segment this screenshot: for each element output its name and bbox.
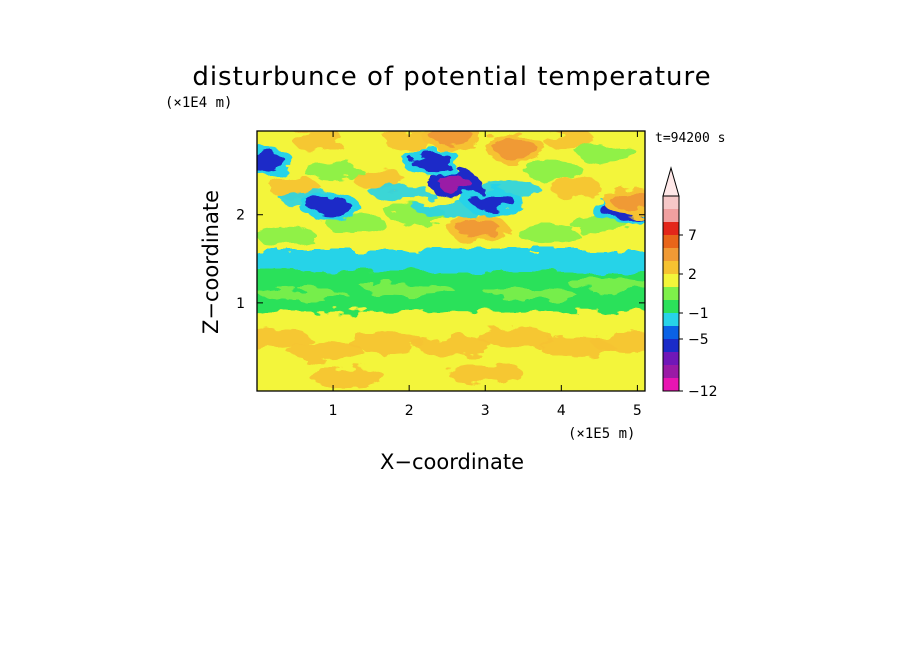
anomaly-2 [470,192,515,211]
green-patch-2 [485,288,576,301]
anomaly-3 [257,152,287,171]
x-tick-label-2: 2 [405,403,414,419]
colorbar-swatch-7 [663,287,679,300]
colorbar-swatch-3 [663,339,679,352]
colorbar-label-0: 7 [688,228,697,244]
colorbar-swatch-4 [663,326,679,339]
x-axis-label: X−coordinate [380,450,524,474]
warm-patch-3 [416,336,493,357]
upper-green-7 [576,144,637,163]
colorbar-swatch-10 [663,248,679,261]
colorbar-label-3: −5 [688,332,709,348]
colorbar-swatch-12 [663,222,679,235]
x-tick-label-1: 1 [329,403,338,419]
x-unit-label: (×1E5 m) [568,426,635,442]
y-axis-label: Z−coordinate [199,190,223,334]
colorbar-label-4: −12 [688,384,718,400]
upper-orange-2 [550,178,603,199]
upper-green-1 [325,214,386,233]
axis-ticks: 1 2 3 4 5 1 2 [236,131,645,419]
colorbar-swatch-1 [663,365,679,378]
time-label: t=94200 s [655,131,725,146]
colorbar-label-2: −1 [688,306,709,322]
plot-frame [256,130,646,392]
anomaly-4 [307,196,352,215]
colorbar-swatch-9 [663,261,679,274]
field-band-2 [257,249,645,273]
warm-patch-0 [257,328,311,349]
colorbar-swatch-11 [663,235,679,248]
chart-title: disturbunce of potential temperature [192,62,711,92]
upper-green-5 [303,161,364,180]
green-patch-1 [364,283,455,296]
colorbar: 7 2 −1 −5 −12 [662,166,718,400]
anomaly-0 [438,174,471,193]
warm-patch-2 [348,332,425,353]
x-tick-label-5: 5 [633,403,642,419]
colorbar-swatch-13 [663,209,679,222]
y-tick-label-1: 1 [236,296,245,312]
y-unit-label: (×1E4 m) [165,95,232,111]
warm-patch-1 [287,341,364,362]
colorbar-swatch-6 [663,300,679,313]
green-patch-0 [257,288,348,301]
upper-cyan-3 [369,185,434,200]
upper-orange-5 [542,131,595,150]
anomaly-7 [429,131,473,145]
colorbar-swatch-0 [663,378,679,391]
upper-green-6 [523,161,584,180]
upper-cyan-1 [415,203,480,218]
warm-patch-4 [477,328,554,349]
anomaly-9 [611,192,645,211]
colorbar-swatch-8 [663,274,679,287]
colorbar-swatch-14 [663,196,679,209]
anomaly-6 [455,218,500,237]
colorbar-extension [662,166,680,197]
warm-patch-8 [447,363,524,384]
x-tick-label-3: 3 [481,403,490,419]
anomaly-8 [493,139,538,158]
upper-green-3 [516,223,577,242]
green-patch-3 [569,279,645,292]
heatmap-field [257,131,645,391]
colorbar-swatch-5 [663,313,679,326]
anomaly-1 [409,152,454,171]
upper-orange-1 [352,169,405,190]
colorbar-swatch-2 [663,352,679,365]
y-tick-label-2: 2 [236,208,245,224]
field-contours [257,131,645,391]
upper-green-0 [257,227,318,246]
warm-patch-6 [591,332,645,353]
upper-orange-3 [291,131,344,150]
x-tick-label-4: 4 [557,403,566,419]
colorbar-label-1: 2 [688,267,697,283]
warm-patch-7 [310,367,387,388]
